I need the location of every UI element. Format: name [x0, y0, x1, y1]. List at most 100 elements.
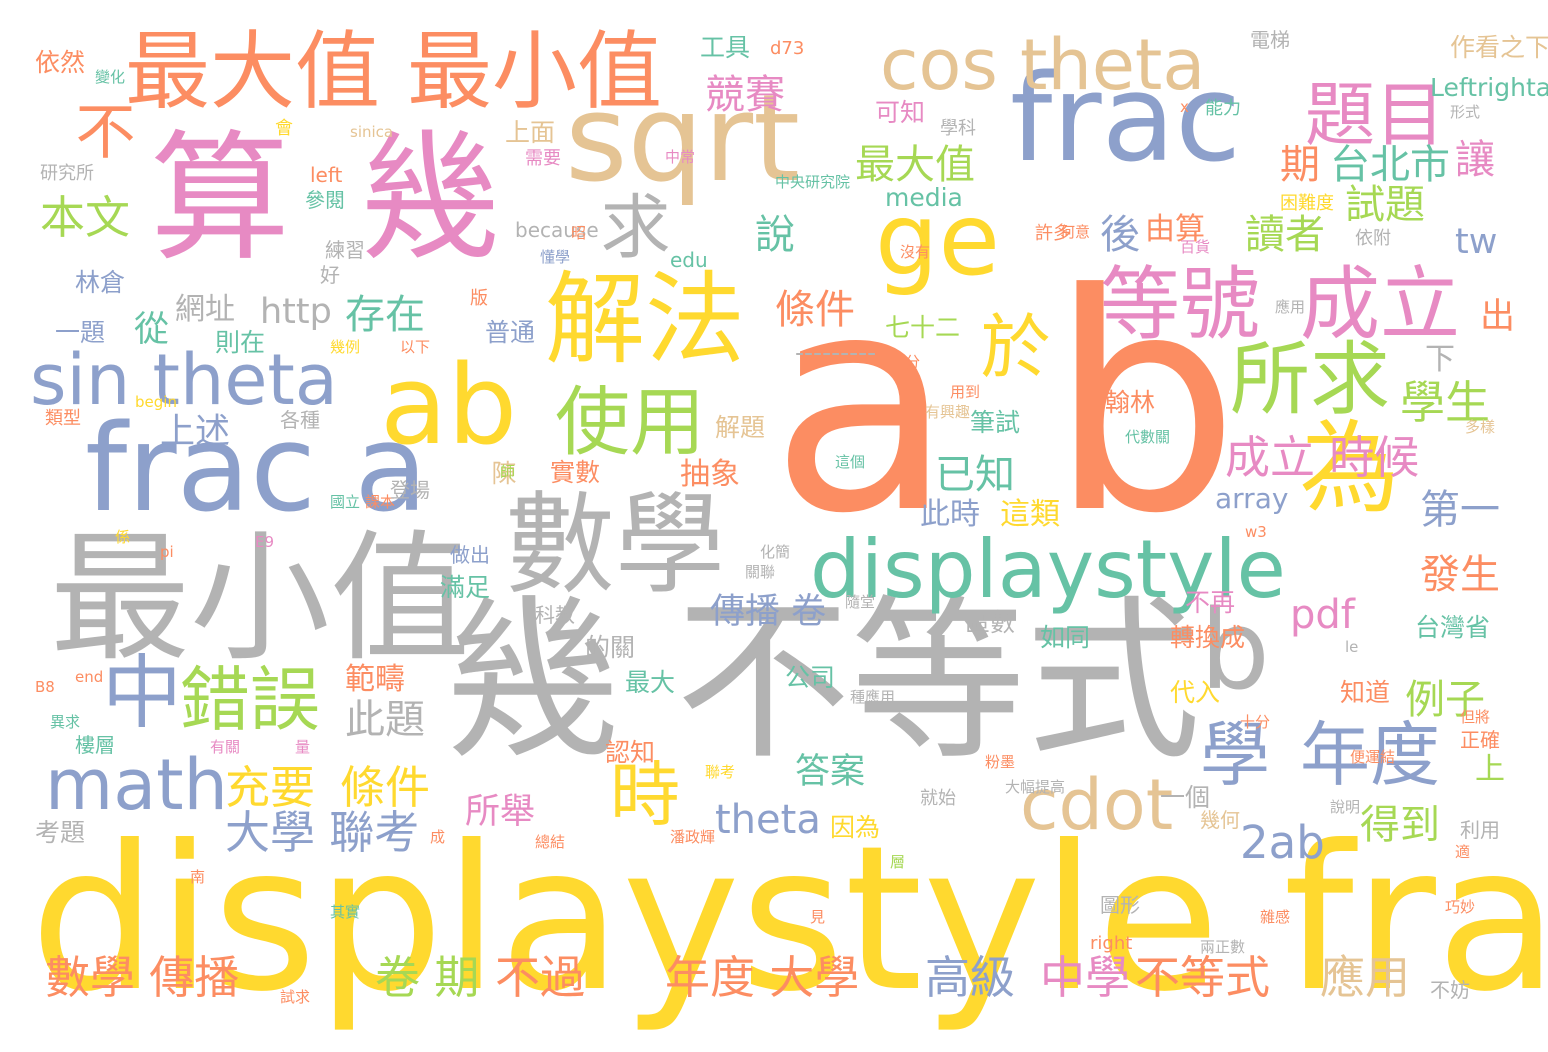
cloud-word: 學科	[940, 118, 976, 139]
cloud-word: 成立 時候	[1225, 431, 1420, 484]
cloud-word: 係	[115, 528, 131, 546]
cloud-word: 許多	[1035, 223, 1071, 244]
cloud-word: 電梯	[1250, 28, 1290, 52]
cloud-word: 台北市	[1330, 142, 1450, 188]
cloud-word: 有關	[210, 738, 241, 756]
cloud-word: 大幅提高	[1005, 778, 1066, 796]
cloud-word: 錯誤	[180, 659, 320, 741]
cloud-word: 能力	[1205, 98, 1241, 119]
cloud-word: 南	[190, 868, 206, 886]
cloud-word: 上述	[160, 412, 231, 452]
cloud-word: sqrt	[565, 70, 801, 209]
cloud-word: 此題	[345, 697, 425, 743]
cloud-word: 高級	[925, 951, 1016, 1004]
cloud-word: ---------	[795, 338, 877, 367]
cloud-word: 用到	[950, 383, 981, 401]
cloud-word: 隨堂	[845, 593, 876, 611]
cloud-word: 知道	[1340, 678, 1391, 707]
cloud-word: 公司	[785, 663, 836, 692]
cloud-word: le	[1345, 638, 1359, 656]
cloud-word: 出	[1480, 297, 1516, 337]
cloud-word: 期	[1280, 142, 1320, 188]
cloud-word: 聯考	[705, 763, 736, 781]
cloud-word: 條件	[340, 761, 431, 814]
cloud-word: because	[515, 218, 599, 242]
cloud-word: 可知	[875, 98, 926, 127]
cloud-word: Leftrightarrow	[1430, 73, 1548, 102]
cloud-word: 量	[295, 738, 311, 756]
cloud-word: 說明	[1330, 798, 1361, 816]
cloud-word: 不過	[495, 951, 586, 1004]
cloud-word: 一個	[1160, 783, 1211, 812]
cloud-word: 以下	[400, 338, 431, 356]
cloud-word: http	[260, 292, 332, 332]
cloud-word: 數學	[505, 481, 725, 609]
cloud-word: 為	[1282, 415, 1399, 515]
cloud-word: 年度 大學	[665, 951, 860, 1004]
cloud-word: 成	[430, 828, 446, 846]
cloud-word: 就始	[920, 788, 956, 809]
cloud-word: 讀者	[1245, 212, 1325, 258]
cloud-word: 類型	[45, 408, 81, 429]
cloud-word: edu	[670, 248, 708, 272]
cloud-word: end	[75, 668, 104, 686]
cloud-word: 時	[610, 754, 680, 836]
cloud-word: 中學	[1040, 951, 1131, 1004]
cloud-word: 認知	[605, 738, 656, 767]
cloud-word: 則在	[215, 328, 266, 357]
cloud-word: 正確	[1460, 728, 1500, 752]
cloud-word: 下	[1425, 342, 1455, 377]
cloud-word: 粉墨	[985, 753, 1016, 771]
cloud-word: 存在	[345, 292, 425, 338]
cloud-word: 圖形	[1100, 893, 1140, 917]
cloud-word: 其實	[330, 903, 361, 921]
cloud-word: 不等式	[1135, 951, 1271, 1004]
cloud-word: 傳播 卷	[710, 592, 827, 632]
cloud-word: 說	[755, 212, 795, 258]
cloud-word: 區數	[965, 608, 1016, 637]
cloud-word: 總結	[535, 833, 566, 851]
cloud-word: 實數	[550, 458, 601, 487]
cloud-word: displaystyle frac	[30, 803, 1548, 1036]
cloud-word: 如同	[1040, 623, 1091, 652]
cloud-word: frac	[1010, 50, 1242, 189]
cloud-word: d73	[770, 38, 805, 59]
cloud-word: 代入	[1170, 678, 1221, 707]
cloud-word: 所舉	[465, 792, 536, 832]
cloud-word: 百貨	[1180, 238, 1211, 256]
cloud-word: 充要	[225, 761, 316, 814]
cloud-word: B8	[35, 678, 55, 696]
cloud-word: 形式	[1450, 103, 1481, 121]
cloud-word: 翰林	[1105, 388, 1156, 417]
cloud-word: 中央研究院	[775, 173, 851, 191]
cloud-word: 最小值	[50, 518, 471, 681]
cloud-word: 因為	[830, 813, 881, 842]
cloud-word: 答案	[795, 752, 866, 792]
cloud-word: 不妨	[1430, 978, 1470, 1002]
cloud-word: 適	[1455, 843, 1471, 861]
cloud-word: 見	[810, 908, 826, 926]
cloud-word: 數學 傳播	[45, 951, 240, 1004]
cloud-word: 轉換成	[1170, 623, 1246, 652]
cloud-word: w3	[1245, 523, 1267, 541]
cloud-word: 範疇	[345, 662, 405, 697]
cloud-word: right	[1090, 933, 1133, 954]
cloud-word: 何意	[1060, 223, 1091, 241]
cloud-word: 等號	[1100, 258, 1260, 351]
cloud-word: 中常	[665, 148, 696, 166]
cloud-word: 條件	[775, 287, 855, 333]
cloud-word: 這個	[835, 453, 866, 471]
cloud-word: 最大值	[855, 142, 975, 188]
cloud-word: 十分	[1240, 713, 1271, 731]
cloud-word: 卷 期	[375, 951, 480, 1004]
cloud-word: 一題	[55, 318, 106, 347]
cloud-word: 各種	[280, 408, 320, 432]
cloud-word: 最大值 最小值	[125, 23, 663, 122]
cloud-word: 得到	[1360, 802, 1440, 848]
cloud-word: 版	[470, 288, 488, 309]
cloud-word: 困難度	[1280, 193, 1334, 214]
cloud-word: 從	[128, 310, 168, 345]
cloud-word: 使用	[555, 378, 706, 466]
cloud-word: frac a	[85, 400, 428, 539]
